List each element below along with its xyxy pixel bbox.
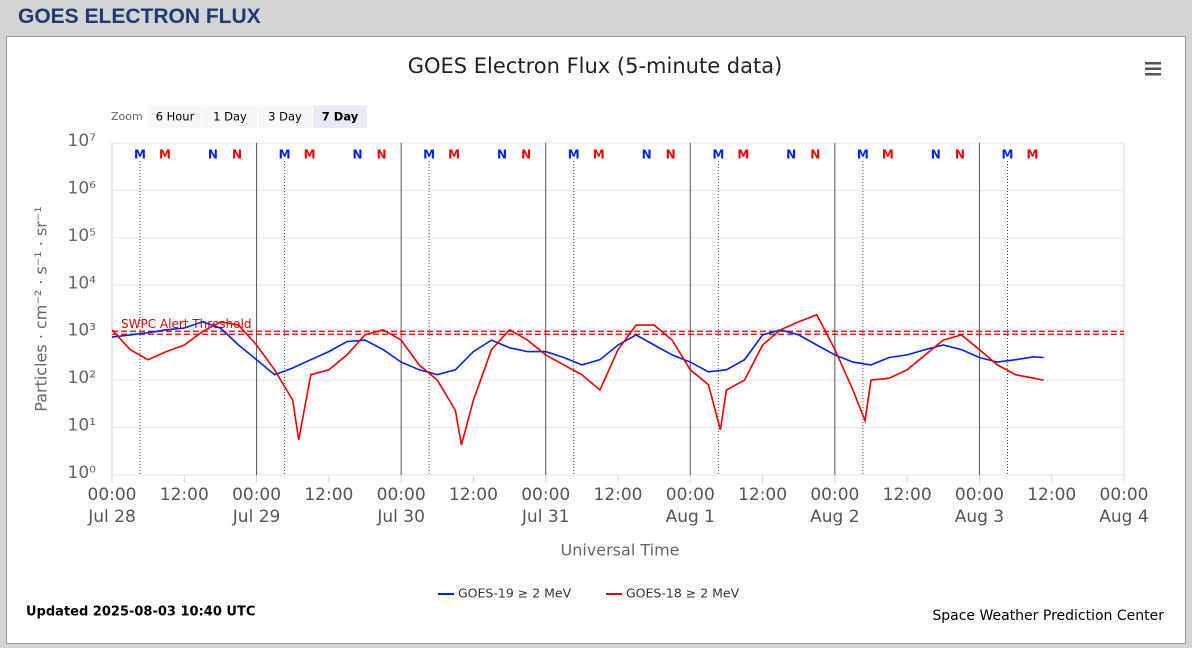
x-tick-label: 00:00 Jul 31 [521, 485, 571, 527]
marker-label: N [810, 148, 820, 162]
menu-icon[interactable] [1145, 62, 1161, 76]
marker-label: N [786, 148, 796, 162]
x-tick-label: 00:00 Jul 30 [376, 485, 426, 527]
x-tick-label: 12:00 [1027, 485, 1077, 505]
x-axis-label: Universal Time [560, 541, 679, 560]
plot-area [111, 142, 1125, 476]
marker-label: M [423, 148, 435, 162]
x-tick-label: 00:00 Jul 29 [232, 485, 282, 527]
marker-label: M [134, 148, 146, 162]
y-axis-label: Particles · cm⁻² · s⁻¹ · sr⁻¹ [32, 206, 51, 411]
x-tick-label: 00:00 Aug 2 [810, 485, 860, 527]
marker-label: N [232, 148, 242, 162]
zoom-button[interactable] [258, 105, 312, 128]
series-line [111, 313, 1044, 446]
zoom-label: Zoom [111, 110, 143, 123]
x-tick-label: 12:00 [448, 485, 498, 505]
zoom-button[interactable] [148, 105, 202, 128]
marker-label: M [568, 148, 580, 162]
marker-label: N [208, 148, 218, 162]
chart-panel [6, 36, 1186, 644]
y-tick-label: 10⁷ [68, 131, 97, 151]
x-tick-label: 12:00 [882, 485, 932, 505]
zoom-button-label[interactable]: 7 Day [322, 110, 359, 124]
chart-title: GOES Electron Flux (5-minute data) [408, 54, 783, 78]
y-tick-label: 10⁵ [68, 226, 96, 246]
y-tick-label: 10¹ [68, 416, 96, 436]
marker-label: M [1001, 148, 1013, 162]
zoom-button-label[interactable]: 1 Day [213, 110, 247, 124]
marker-label: N [377, 148, 387, 162]
legend-label[interactable]: GOES-18 ≥ 2 MeV [626, 586, 740, 601]
zoom-button-label[interactable]: 3 Day [268, 110, 302, 124]
marker-label: N [352, 148, 362, 162]
marker-label: M [857, 148, 869, 162]
marker-label: M [593, 148, 605, 162]
x-tick-label: 12:00 [304, 485, 354, 505]
credit-text: Space Weather Prediction Center [932, 608, 1164, 624]
y-tick-label: 10⁴ [68, 273, 97, 293]
x-tick-label: 12:00 [738, 485, 788, 505]
updated-text: Updated 2025-08-03 10:40 UTC [26, 605, 255, 620]
series-line [111, 320, 1044, 376]
marker-label: N [642, 148, 652, 162]
zoom-button[interactable] [313, 105, 367, 128]
x-tick-label: 00:00 Jul 28 [87, 485, 137, 527]
marker-label: N [521, 148, 531, 162]
y-tick-label: 10³ [68, 321, 96, 341]
marker-label: N [497, 148, 507, 162]
marker-label: M [304, 148, 316, 162]
marker-label: N [955, 148, 965, 162]
marker-label: M [1026, 148, 1038, 162]
y-tick-label: 10² [68, 368, 96, 388]
x-tick-label: 00:00 Aug 3 [954, 485, 1005, 527]
marker-label: N [931, 148, 941, 162]
x-tick-label: 00:00 Aug 1 [665, 485, 715, 527]
zoom-button[interactable] [203, 105, 257, 128]
marker-label: M [448, 148, 460, 162]
marker-label: M [279, 148, 291, 162]
x-tick-label: 12:00 [593, 485, 643, 505]
marker-label: M [159, 148, 171, 162]
x-tick-label: 00:00 Aug 4 [1099, 485, 1149, 527]
marker-label: M [737, 148, 749, 162]
page-header: GOES ELECTRON FLUX [18, 5, 261, 28]
marker-label: M [882, 148, 894, 162]
zoom-button-label[interactable]: 6 Hour [156, 110, 195, 124]
y-tick-label: 10⁰ [68, 463, 97, 483]
y-tick-label: 10⁶ [68, 178, 97, 198]
legend-label[interactable]: GOES-19 ≥ 2 MeV [458, 586, 572, 601]
marker-label: N [666, 148, 676, 162]
x-tick-label: 12:00 [159, 485, 209, 505]
marker-label: M [712, 148, 724, 162]
